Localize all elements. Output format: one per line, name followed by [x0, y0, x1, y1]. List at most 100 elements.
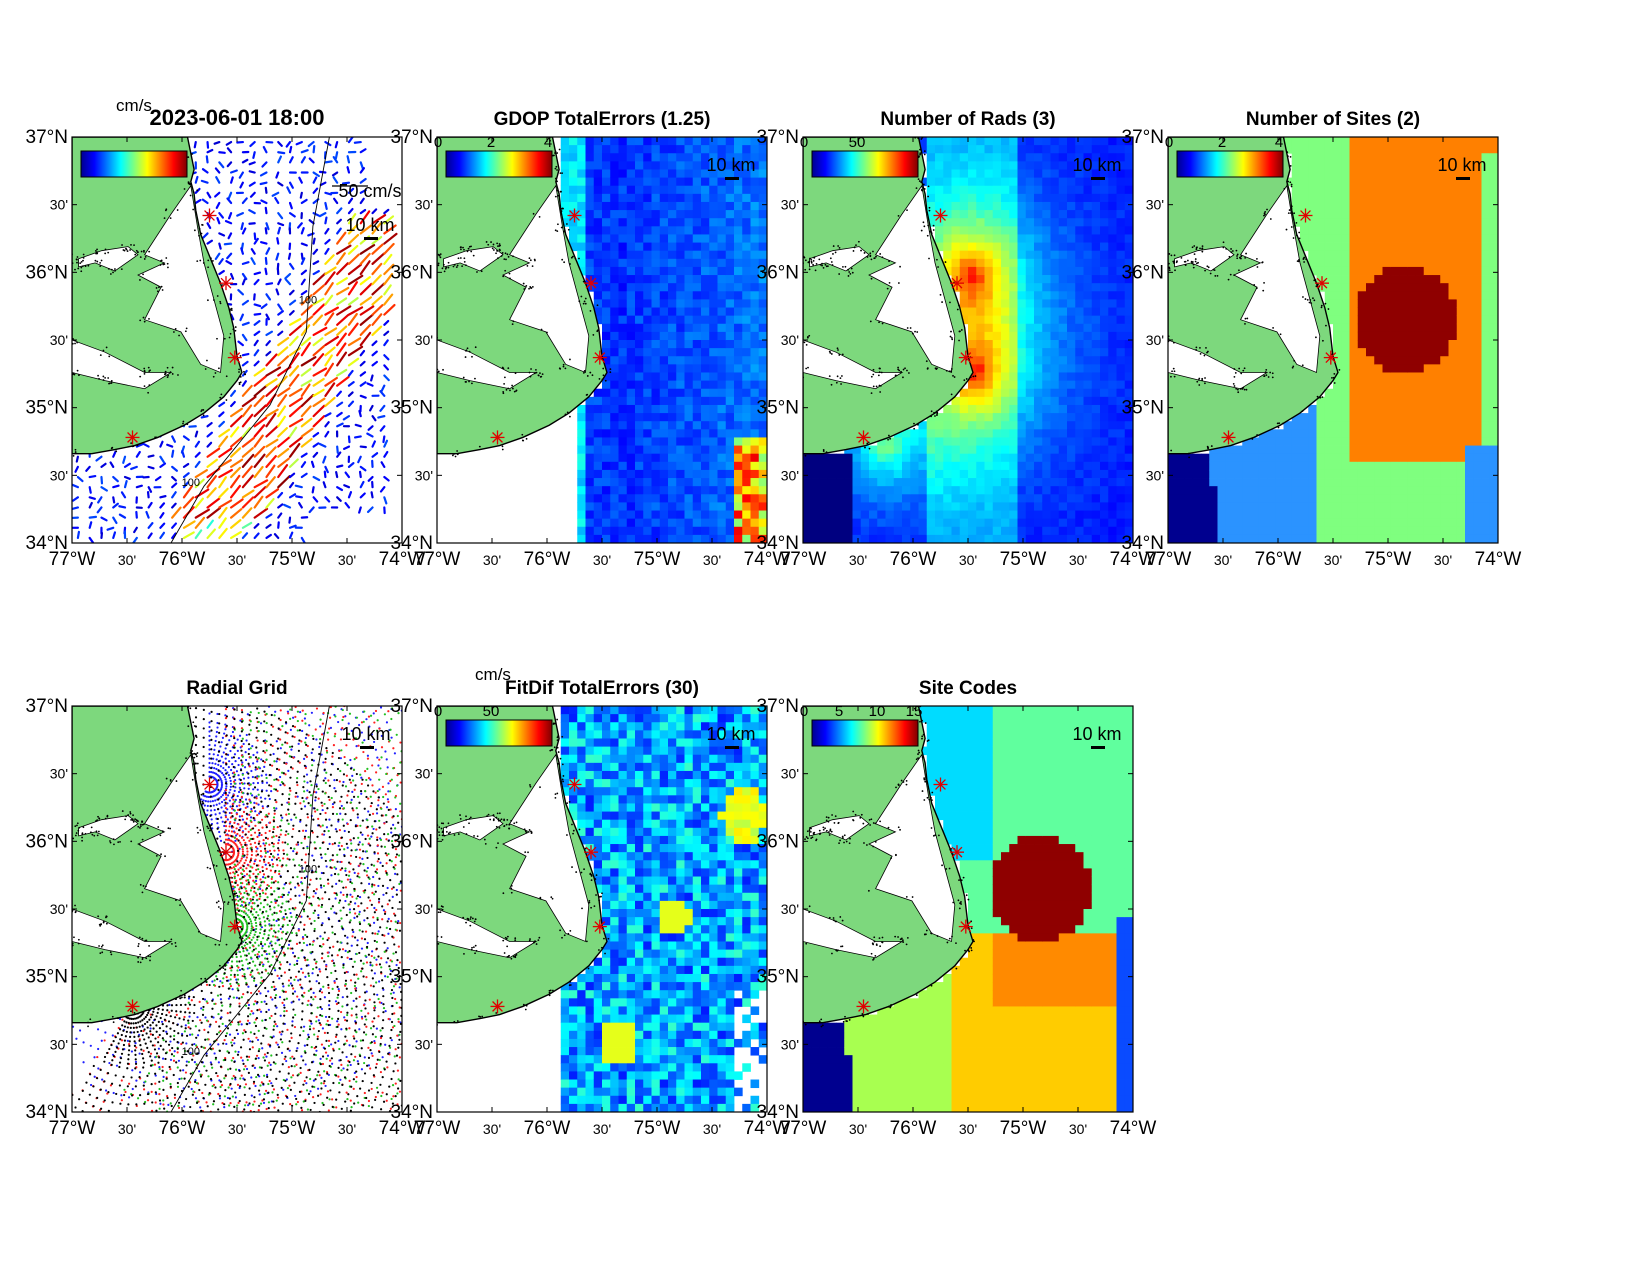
current-vector: [250, 248, 256, 255]
current-vector: [341, 181, 351, 185]
current-vector: [347, 274, 364, 286]
current-vector: [223, 242, 233, 246]
current-vector: [218, 232, 226, 237]
current-vector: [324, 346, 336, 357]
current-vector: [336, 351, 348, 367]
current-vector: [206, 431, 213, 438]
current-vector: [379, 425, 386, 432]
current-vector: [336, 286, 350, 296]
radar-site-marker: [202, 208, 217, 223]
current-vector: [241, 227, 247, 235]
current-vector: [380, 384, 386, 393]
current-vector: [206, 441, 213, 448]
current-vector: [241, 261, 250, 265]
current-vector: [288, 472, 296, 479]
current-vector: [383, 215, 395, 225]
current-vector: [324, 312, 335, 326]
lat-tick-label: 34°N: [391, 1102, 433, 1123]
current-vector: [324, 266, 337, 276]
current-vector: [336, 207, 343, 215]
current-vector: [336, 231, 347, 245]
lon-tick-label: 77°W: [414, 549, 461, 570]
current-vector: [359, 305, 375, 316]
current-vector: [230, 414, 243, 428]
lat-tick-label: 30': [781, 332, 799, 348]
current-vector: [265, 366, 282, 377]
current-vector: [241, 474, 254, 489]
current-vector: [347, 137, 354, 144]
current-vector: [347, 197, 354, 205]
current-vector: [277, 303, 283, 311]
current-vector: [230, 458, 244, 468]
current-vector: [132, 536, 138, 543]
lon-tick-label: 75°W: [269, 549, 316, 570]
current-vector: [370, 491, 374, 499]
current-vector: [277, 310, 284, 316]
current-vector: [371, 243, 384, 255]
panel-title: Number of Rads (3): [880, 109, 1055, 130]
current-vector: [261, 161, 268, 168]
current-vector: [218, 258, 224, 265]
current-vector: [347, 369, 354, 377]
isobath-label: 100: [182, 477, 200, 489]
current-vector: [264, 227, 268, 235]
current-vector: [100, 462, 107, 468]
current-vector: [312, 270, 320, 276]
current-vector: [253, 485, 267, 499]
panel-title: Number of Sites (2): [1246, 109, 1420, 130]
current-vector: [241, 489, 255, 499]
current-vector: [288, 442, 301, 458]
radar-site-marker: [567, 208, 582, 223]
current-vector: [194, 175, 199, 184]
radar-site-marker: [592, 919, 607, 934]
current-vector: [253, 320, 261, 326]
current-vector: [359, 188, 367, 194]
current-vector: [324, 376, 338, 387]
scale-bar-label: 10 km: [345, 215, 394, 235]
current-vector: [277, 346, 289, 357]
current-vector: [248, 209, 256, 215]
current-vector: [353, 435, 362, 439]
current-vector: [227, 232, 233, 240]
lat-tick-label: 30': [50, 467, 68, 483]
current-vector: [120, 491, 127, 499]
current-vector: [253, 237, 259, 245]
lat-tick-label: 36°N: [26, 262, 68, 283]
current-vector: [312, 297, 325, 306]
lon-tick-label: 77°W: [414, 1118, 461, 1139]
colorbar: 0 2 4: [1165, 134, 1284, 178]
current-vector: [253, 271, 262, 276]
current-vector: [366, 382, 374, 387]
current-vector: [95, 455, 103, 462]
current-vector: [202, 232, 209, 239]
current-vector: [72, 496, 79, 502]
current-vector: [324, 238, 331, 245]
current-vector: [218, 506, 228, 519]
current-vector: [226, 147, 233, 154]
current-vector: [297, 222, 303, 229]
current-vector: [241, 278, 246, 286]
current-vector: [277, 427, 288, 438]
current-vector: [241, 521, 253, 529]
current-vector: [383, 496, 388, 505]
current-vector: [300, 149, 309, 154]
current-vector: [218, 428, 231, 438]
lat-tick-label: 36°N: [1122, 262, 1164, 283]
current-vector: [371, 274, 382, 286]
current-vector: [147, 465, 155, 470]
current-vector: [383, 450, 389, 458]
current-vector: [300, 278, 306, 286]
colorbar-tick: 2: [487, 134, 495, 151]
radar-site-marker: [933, 777, 948, 792]
current-vector: [288, 387, 303, 397]
current-vector: [347, 297, 359, 306]
current-vector: [206, 519, 214, 529]
lon-tick-label: 30': [1214, 552, 1232, 568]
radar-site-marker: [592, 350, 607, 365]
colorbar-tick: 0: [1165, 134, 1173, 151]
current-vector: [271, 191, 280, 197]
panel-gdop: 77°W 37°N 30' 30' 76°W 36°N 30' 30' 75°W 35°N 30' 3…: [391, 109, 791, 570]
colorbar: 0 50: [434, 703, 553, 747]
current-vector: [336, 305, 352, 316]
isobath-label: 100: [182, 1046, 200, 1058]
